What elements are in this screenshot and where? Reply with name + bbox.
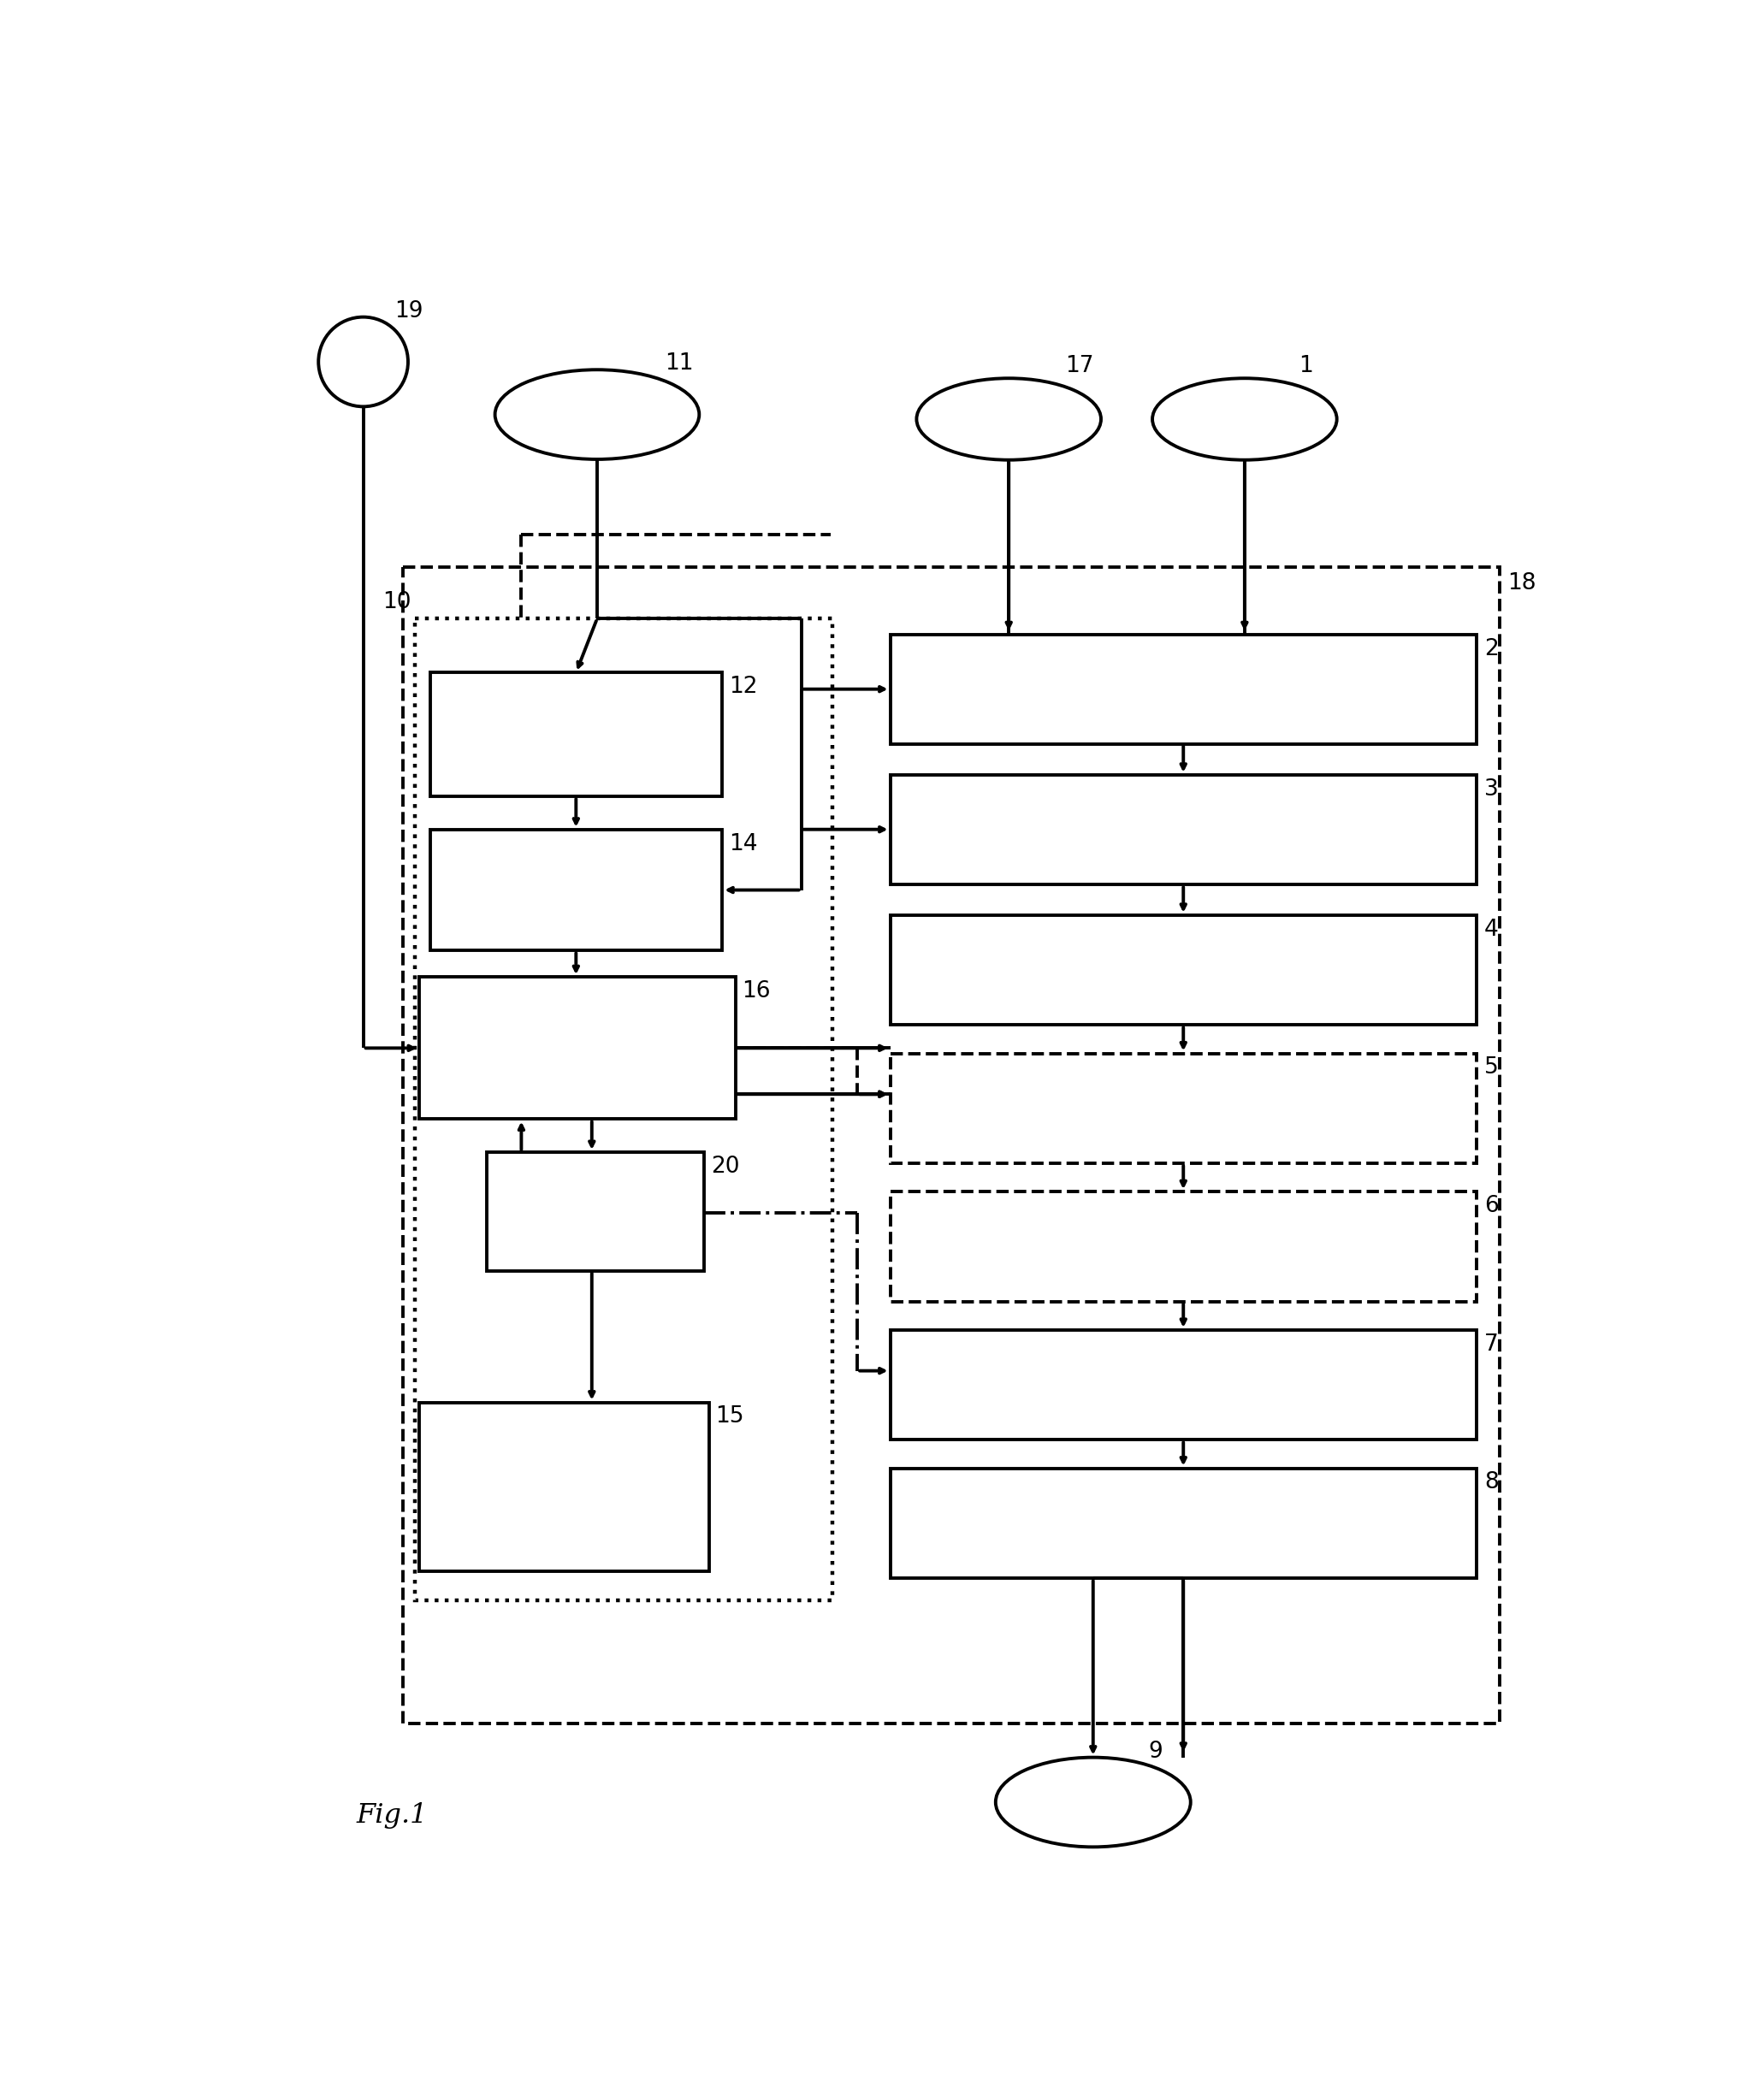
Bar — [891, 1191, 1476, 1302]
Text: 20: 20 — [711, 1155, 739, 1178]
Text: 16: 16 — [743, 980, 771, 1003]
Bar — [891, 774, 1476, 885]
Text: 5: 5 — [1484, 1057, 1499, 1078]
Bar — [891, 1469, 1476, 1578]
Bar — [891, 634, 1476, 743]
Text: 3: 3 — [1484, 779, 1499, 800]
Bar — [891, 915, 1476, 1026]
Text: 7: 7 — [1484, 1333, 1499, 1356]
Bar — [415, 620, 833, 1599]
Text: 14: 14 — [729, 833, 757, 854]
Bar — [430, 829, 721, 950]
Bar — [891, 1053, 1476, 1164]
Text: 19: 19 — [395, 299, 423, 322]
Text: 15: 15 — [716, 1406, 744, 1427]
Bar — [420, 977, 736, 1120]
Text: 1: 1 — [1298, 356, 1312, 377]
Text: 17: 17 — [1065, 356, 1094, 377]
Text: 10: 10 — [383, 590, 411, 613]
Text: 2: 2 — [1484, 638, 1499, 659]
Bar — [487, 1151, 704, 1270]
Text: Fig.1: Fig.1 — [356, 1802, 429, 1829]
Bar — [430, 672, 721, 797]
Bar — [402, 567, 1499, 1723]
Text: 4: 4 — [1484, 919, 1499, 940]
Text: 11: 11 — [665, 354, 693, 375]
Bar — [420, 1402, 709, 1572]
Text: 8: 8 — [1484, 1471, 1499, 1494]
Text: 12: 12 — [729, 676, 757, 699]
Text: 6: 6 — [1484, 1195, 1499, 1218]
Text: 18: 18 — [1508, 573, 1536, 594]
Bar — [891, 1329, 1476, 1440]
Text: 9: 9 — [1148, 1741, 1162, 1762]
